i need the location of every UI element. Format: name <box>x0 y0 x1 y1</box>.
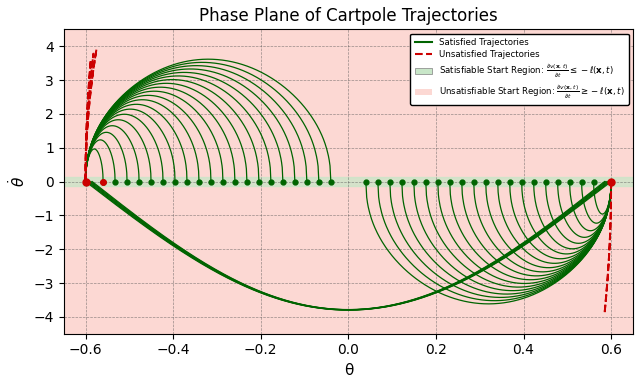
Legend: Satisfied Trajectories, Unsatisfied Trajectories, Satisfiable Start Region: $\fr: Satisfied Trajectories, Unsatisfied Traj… <box>410 33 628 105</box>
Title: Phase Plane of Cartpole Trajectories: Phase Plane of Cartpole Trajectories <box>199 7 498 25</box>
X-axis label: θ: θ <box>344 363 353 378</box>
Bar <box>63 177 633 186</box>
Y-axis label: $\dot{\theta}$: $\dot{\theta}$ <box>7 176 28 187</box>
